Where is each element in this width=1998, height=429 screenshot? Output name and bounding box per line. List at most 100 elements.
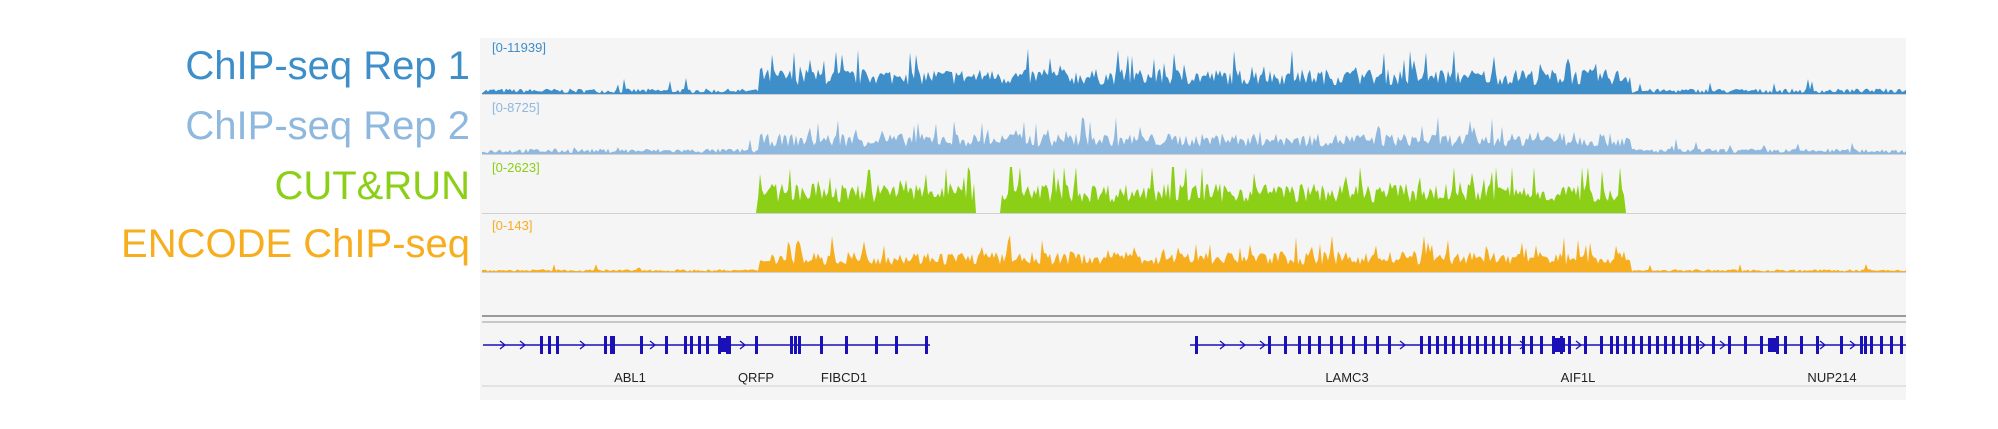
gene-exon [1880,336,1883,354]
gene-exon [1616,336,1619,354]
gene-exon [1308,336,1311,354]
gene-exon [798,336,801,354]
gene-exon [925,336,928,354]
gene-exon [690,336,693,354]
gene-exon [1672,336,1675,354]
genome-browser-panel [480,38,1906,400]
gene-exon [1444,336,1447,354]
strand-arrow [499,340,507,350]
gene-exon [1816,336,1819,354]
gene-exon [1728,336,1731,354]
strand-arrow [649,340,657,350]
strand-arrow [1699,340,1707,350]
gene-exon [1864,336,1867,354]
track-range-encode: [0-143] [492,218,533,233]
gene-exon [1492,336,1495,354]
gene-exon [895,336,898,354]
gene-label-lamc3: LAMC3 [1325,370,1369,385]
gene-exon [1784,336,1787,354]
strand-arrow [519,340,527,350]
gene-exon [684,336,687,354]
gene-exon [1744,336,1747,354]
gene-exon [1376,336,1379,354]
track-label-chip-rep2: ChIP-seq Rep 2 [185,104,470,148]
strand-arrow [579,340,587,350]
gene-exon [1436,336,1439,354]
gene-label-nup214: NUP214 [1807,370,1857,385]
gene-exon-block [720,338,730,352]
track-label-chip-rep1: ChIP-seq Rep 1 [185,44,470,88]
gene-exon [718,336,721,354]
gene-exon [1656,336,1659,354]
gene-exon [1318,336,1321,354]
strand-arrow [1239,340,1247,350]
gene-exon [610,336,613,354]
gene-exon [548,336,551,354]
track-range-cutrun: [0-2623] [492,160,540,175]
gene-exon [755,336,758,354]
gene-exon [1476,336,1479,354]
gene-exon [540,336,543,354]
strand-arrow [1519,340,1527,350]
gene-exon-block [1555,338,1565,352]
gene-exon [1195,336,1198,354]
gene-exon [1870,336,1873,354]
strand-arrow [1575,340,1583,350]
gene-exon [1840,336,1843,354]
gene-exon [698,336,701,354]
gene-exon [1352,336,1355,354]
gene-exon [1420,336,1423,354]
gene-exon [665,336,668,354]
gene-exon [820,336,823,354]
track-label-encode-chip: ENCODE ChIP-seq [121,222,470,266]
gene-exon [1568,336,1571,354]
gene-exon [1388,336,1391,354]
gene-exon [1340,336,1343,354]
gene-exon [1460,336,1463,354]
gene-exon [1712,336,1715,354]
strand-arrow [1399,340,1407,350]
gene-exon [1890,336,1893,354]
gene-exon [794,336,797,354]
strand-arrow [1219,340,1227,350]
gene-exon [1428,336,1431,354]
gene-exon [790,336,793,354]
gene-exon [1522,336,1525,354]
gene-exon [1500,336,1503,354]
strand-arrow [1819,340,1827,350]
gene-exon [1530,336,1533,354]
strand-arrow [739,340,747,350]
gene-exon [1584,336,1587,354]
gene-exon [1452,336,1455,354]
gene-exon [1268,336,1271,354]
gene-exon [1364,336,1367,354]
gene-exon [1900,336,1903,354]
gene-exon-block [1768,338,1776,352]
coverage-track-3 [482,167,1906,213]
gene-exon [1624,336,1627,354]
gene-exon [706,336,709,354]
track-label-cut-and-run: CUT&RUN [274,164,470,208]
gene-exon [1680,336,1683,354]
gene-label-aif1l: AIF1L [1560,370,1596,385]
gene-exon [1508,336,1511,354]
gene-exon [556,336,559,354]
gene-exon [612,336,615,354]
strand-arrow [1849,340,1857,350]
track-range-rep1: [0-11939] [492,40,546,55]
gene-exon [1284,336,1287,354]
gene-exon [1800,336,1803,354]
gene-exon [1600,336,1603,354]
track-range-rep2: [0-8725] [492,100,540,115]
coverage-track-1 [482,48,1906,94]
gene-exon [1640,336,1643,354]
gene-exon [1298,336,1301,354]
gene-exon [1468,336,1471,354]
gene-exon [1330,336,1333,354]
coverage-track-2 [482,116,1906,154]
gene-exon [1610,336,1613,354]
strand-arrow [1259,340,1267,350]
strand-arrow [1719,340,1727,350]
gene-exon [1540,336,1543,354]
